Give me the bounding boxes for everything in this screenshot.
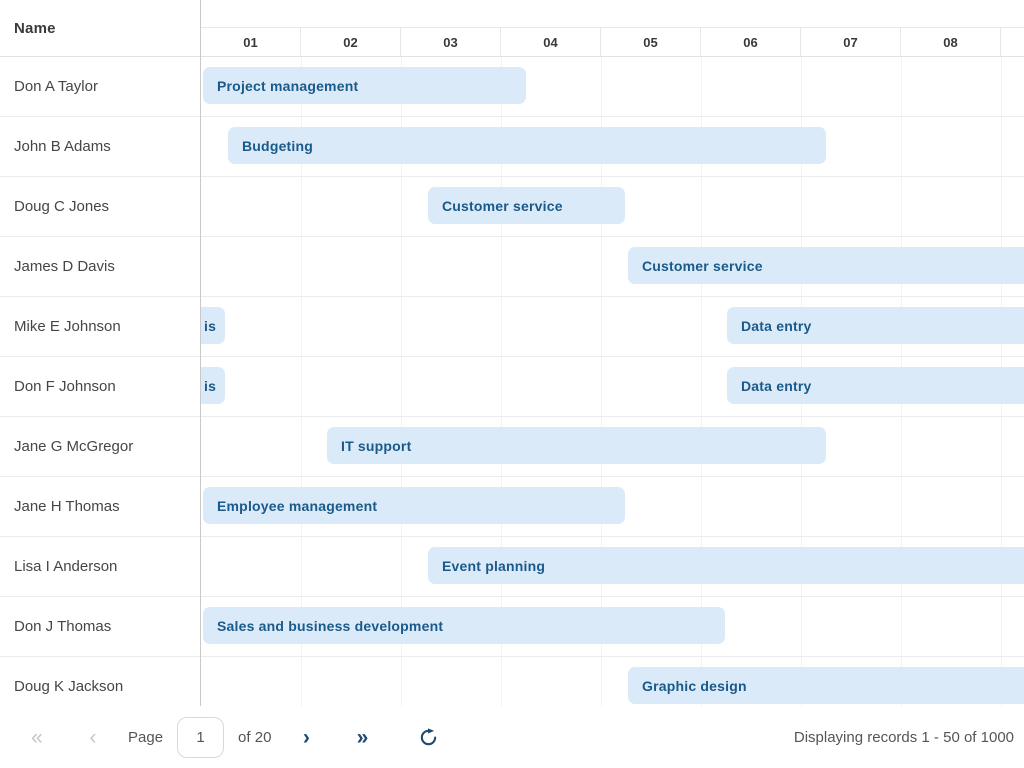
task-bar[interactable]: is <box>201 307 225 344</box>
name-column-panel: Name Don A Taylor John B Adams Doug C Jone… <box>0 0 201 706</box>
task-bar[interactable]: Customer service <box>628 247 1024 284</box>
employee-name-cell[interactable]: Don A Taylor <box>0 57 200 117</box>
column-grid-line <box>301 57 302 706</box>
records-status-text: Displaying records 1 - 50 of 1000 <box>793 728 1014 746</box>
task-bar[interactable]: Data entry <box>727 307 1024 344</box>
refresh-icon <box>419 727 438 747</box>
scheduler-grid: Name Don A Taylor John B Adams Doug C Jone… <box>0 0 1024 706</box>
timeline-row[interactable]: is Data entry <box>201 357 1024 417</box>
timeline-row[interactable]: Project management <box>201 57 1024 117</box>
timeline-body: Project management Budgeting Customer serv… <box>201 57 1024 706</box>
employee-name-cell[interactable]: Don F Johnson <box>0 357 200 417</box>
employee-name-cell[interactable]: Mike E Johnson <box>0 297 200 357</box>
timeline-column-header: 04 <box>501 28 601 56</box>
employee-name-cell[interactable]: Doug K Jackson <box>0 657 200 706</box>
employee-name-cell[interactable]: James D Davis <box>0 237 200 297</box>
task-bar[interactable]: IT support <box>327 427 826 464</box>
first-page-button[interactable]: « <box>24 727 50 748</box>
timeline-column-header: 06 <box>701 28 801 56</box>
page-count-label: of 20 <box>238 728 272 746</box>
task-bar[interactable]: Customer service <box>428 187 625 224</box>
timeline-row[interactable]: Sales and business development <box>201 597 1024 657</box>
last-page-button[interactable]: » <box>349 727 375 748</box>
column-grid-line <box>601 57 602 706</box>
task-bar[interactable]: Sales and business development <box>203 607 725 644</box>
task-bar[interactable]: Event planning <box>428 547 1024 584</box>
previous-page-button[interactable]: ‹ <box>80 727 106 748</box>
timeline-column-header: 07 <box>801 28 901 56</box>
column-grid-line <box>501 57 502 706</box>
timeline-row[interactable]: Customer service <box>201 237 1024 297</box>
task-bar[interactable]: Project management <box>203 67 526 104</box>
timeline-row[interactable]: Budgeting <box>201 117 1024 177</box>
employee-name-cell[interactable]: Don J Thomas <box>0 597 200 657</box>
timeline-row[interactable]: Event planning <box>201 537 1024 597</box>
employee-name-cell[interactable]: Jane H Thomas <box>0 477 200 537</box>
next-page-button[interactable]: › <box>293 727 319 748</box>
timeline-column-header: 03 <box>401 28 501 56</box>
name-column-header: Name <box>0 0 200 57</box>
page-label: Page <box>128 728 164 746</box>
task-bar[interactable]: is <box>201 367 225 404</box>
refresh-button[interactable] <box>415 727 441 747</box>
column-grid-line <box>701 57 702 706</box>
timeline-row[interactable]: Customer service <box>201 177 1024 237</box>
page-number-input[interactable] <box>177 716 225 758</box>
timeline-row[interactable]: IT support <box>201 417 1024 477</box>
employee-name-cell[interactable]: Jane G McGregor <box>0 417 200 477</box>
timeline-row[interactable]: is Data entry <box>201 297 1024 357</box>
employee-name-cell[interactable]: Doug C Jones <box>0 177 200 237</box>
employee-name-cell[interactable]: Lisa I Anderson <box>0 537 200 597</box>
timeline-column-header: 01 <box>201 28 301 56</box>
timeline-column-header: 05 <box>601 28 701 56</box>
task-bar[interactable]: Data entry <box>727 367 1024 404</box>
timeline-column-header: 08 <box>901 28 1001 56</box>
timeline-header-top-band <box>201 0 1024 28</box>
name-rows: Don A Taylor John B Adams Doug C Jones Jame… <box>0 57 200 706</box>
timeline-row[interactable]: Employee management <box>201 477 1024 537</box>
timeline-panel: 01 02 03 04 05 06 07 08 Project management Budge… <box>201 0 1024 706</box>
employee-name-cell[interactable]: John B Adams <box>0 117 200 177</box>
task-bar[interactable]: Budgeting <box>228 127 826 164</box>
timeline-row[interactable]: Graphic design <box>201 657 1024 706</box>
pagination-toolbar: « ‹ Page of 20 › » Displaying records 1 … <box>0 706 1024 768</box>
timeline-header-columns: 01 02 03 04 05 06 07 08 <box>201 28 1024 57</box>
timeline-column-header: 02 <box>301 28 401 56</box>
task-bar[interactable]: Employee management <box>203 487 625 524</box>
column-grid-line <box>401 57 402 706</box>
task-bar[interactable]: Graphic design <box>628 667 1024 704</box>
